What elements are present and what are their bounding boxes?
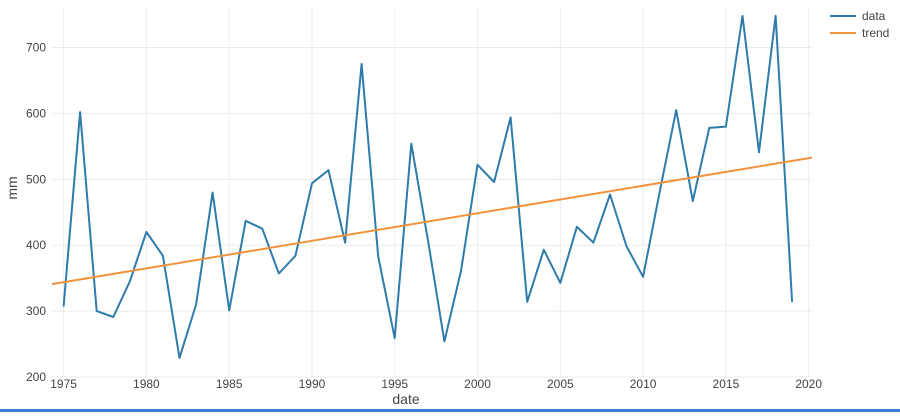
y-tick-label: 200 — [26, 370, 46, 384]
y-tick-label: 300 — [26, 304, 46, 318]
x-tick-label: 1980 — [133, 377, 160, 391]
legend-item-data[interactable]: data — [830, 9, 886, 23]
y-axis-ticks: 200 300 400 500 600 700 — [26, 41, 46, 384]
x-tick-label: 1995 — [381, 377, 408, 391]
x-tick-label: 2015 — [713, 377, 740, 391]
legend-label: trend — [862, 26, 889, 40]
x-axis-ticks: 1975 1980 1985 1990 1995 2000 2005 2010 2015 2020 — [50, 377, 822, 391]
legend[interactable]: data trend — [830, 9, 889, 40]
legend-label: data — [862, 9, 886, 23]
legend-item-trend[interactable]: trend — [830, 26, 889, 40]
y-tick-label: 700 — [26, 41, 46, 55]
y-tick-label: 600 — [26, 106, 46, 120]
x-tick-label: 2000 — [464, 377, 491, 391]
series-line-data — [62, 14, 794, 359]
window-bottom-border — [0, 409, 900, 412]
x-tick-label: 1990 — [299, 377, 326, 391]
y-axis-title: mm — [4, 176, 20, 199]
x-tick-label: 2005 — [547, 377, 574, 391]
y-tick-label: 400 — [26, 238, 46, 252]
x-tick-label: 1975 — [50, 377, 77, 391]
grid-lines — [52, 8, 812, 378]
x-tick-label: 1985 — [216, 377, 243, 391]
series-lines — [51, 14, 813, 359]
x-tick-label: 2010 — [630, 377, 657, 391]
x-axis-title: date — [392, 391, 419, 407]
x-tick-label: 2020 — [795, 377, 822, 391]
y-tick-label: 500 — [26, 172, 46, 186]
series-line-trend — [51, 156, 813, 286]
